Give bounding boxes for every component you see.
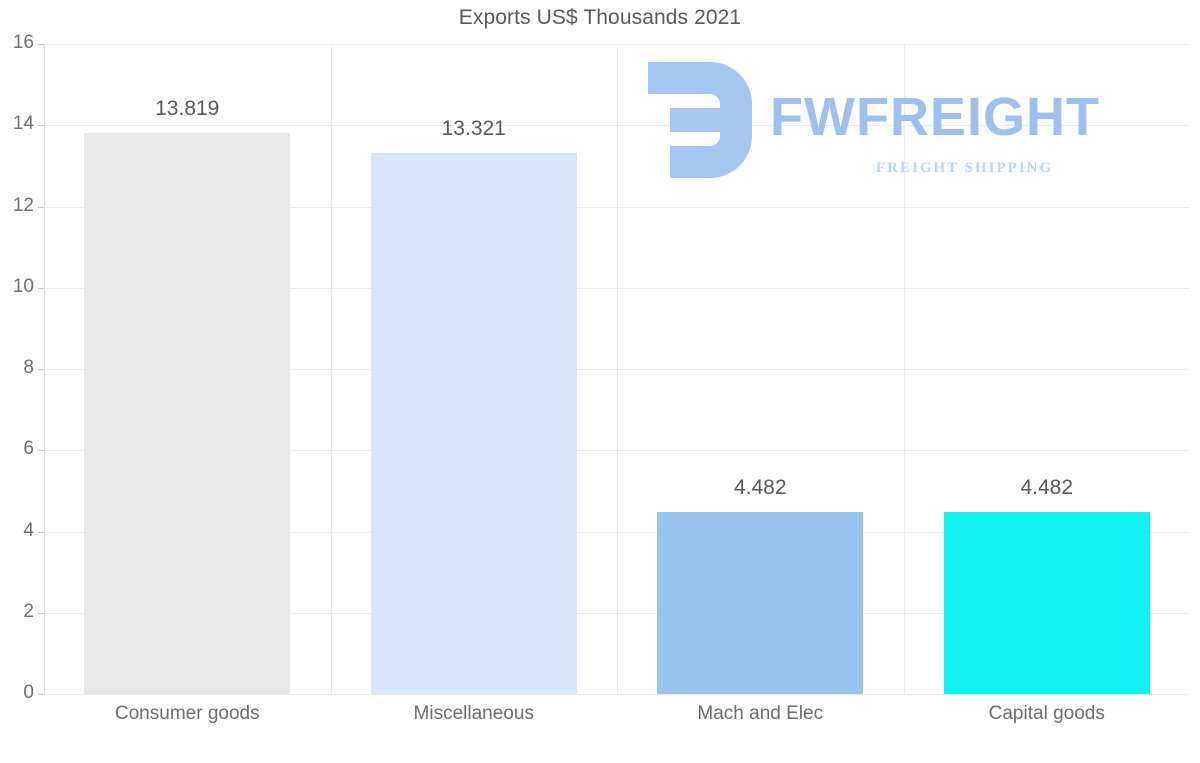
category-label: Mach and Elec	[697, 703, 824, 724]
y-tick-label-6: 6	[23, 438, 34, 460]
y-tick-mark-10	[38, 287, 44, 289]
gridline-x-3	[904, 44, 905, 694]
y-tick-label-2: 2	[23, 600, 34, 622]
y-tick-mark-0	[38, 694, 44, 695]
bar-value-label: 4.482	[1020, 475, 1074, 499]
chart-title: Exports US$ Thousands 2021	[458, 6, 742, 29]
bar[interactable]	[657, 511, 864, 694]
y-tick-mark-4	[38, 531, 44, 533]
y-tick-mark-2	[38, 612, 44, 614]
y-tick-mark-12	[38, 206, 44, 208]
y-tick-label-16: 16	[12, 32, 34, 53]
gridline-x-1	[331, 44, 332, 694]
category-label: Consumer goods	[114, 703, 260, 724]
y-tick-label-8: 8	[23, 357, 34, 378]
category-label: Capital goods	[988, 703, 1105, 724]
bar[interactable]	[943, 511, 1150, 694]
y-tick-label-14: 14	[12, 113, 34, 135]
bar-value-label: 13.321	[441, 116, 506, 140]
bar-value-label: 13.819	[155, 96, 220, 120]
y-tick-mark-16	[38, 44, 44, 45]
bar-value-label: 4.482	[733, 475, 787, 499]
y-tick-label-0: 0	[23, 682, 34, 703]
gridline-x-2	[617, 44, 618, 694]
y-tick-mark-6	[38, 450, 44, 452]
y-tick-mark-14	[38, 125, 44, 127]
y-tick-mark-8	[38, 369, 44, 370]
y-tick-label-10: 10	[12, 275, 34, 297]
bar[interactable]	[84, 132, 291, 694]
y-tick-label-12: 12	[12, 194, 34, 216]
gridline-y-0	[44, 694, 1190, 695]
category-label: Miscellaneous	[413, 703, 534, 724]
y-tick-label-4: 4	[23, 519, 34, 541]
plot-area	[44, 44, 1190, 695]
bar[interactable]	[370, 152, 577, 694]
